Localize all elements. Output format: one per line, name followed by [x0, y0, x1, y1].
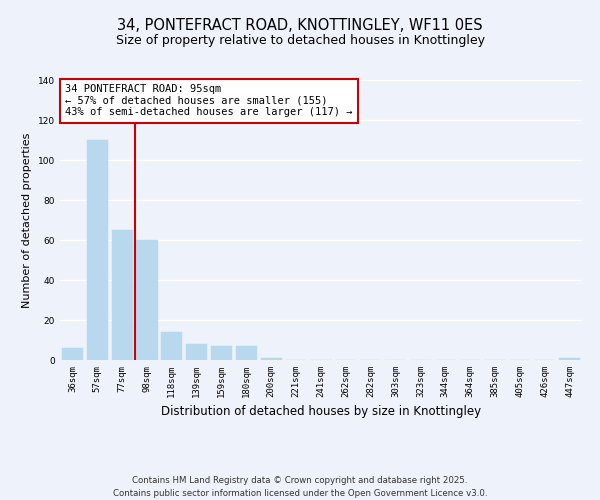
- Y-axis label: Number of detached properties: Number of detached properties: [22, 132, 32, 308]
- Text: 34 PONTEFRACT ROAD: 95sqm
← 57% of detached houses are smaller (155)
43% of semi: 34 PONTEFRACT ROAD: 95sqm ← 57% of detac…: [65, 84, 353, 117]
- Bar: [559, 358, 580, 360]
- Bar: [211, 346, 232, 360]
- X-axis label: Distribution of detached houses by size in Knottingley: Distribution of detached houses by size …: [161, 406, 481, 418]
- Bar: [161, 332, 182, 360]
- Bar: [236, 346, 257, 360]
- Text: Contains HM Land Registry data © Crown copyright and database right 2025.
Contai: Contains HM Land Registry data © Crown c…: [113, 476, 487, 498]
- Bar: [186, 344, 207, 360]
- Bar: [87, 140, 108, 360]
- Bar: [261, 358, 282, 360]
- Text: 34, PONTEFRACT ROAD, KNOTTINGLEY, WF11 0ES: 34, PONTEFRACT ROAD, KNOTTINGLEY, WF11 0…: [117, 18, 483, 32]
- Bar: [136, 240, 158, 360]
- Text: Size of property relative to detached houses in Knottingley: Size of property relative to detached ho…: [115, 34, 485, 47]
- Bar: [112, 230, 133, 360]
- Bar: [62, 348, 83, 360]
